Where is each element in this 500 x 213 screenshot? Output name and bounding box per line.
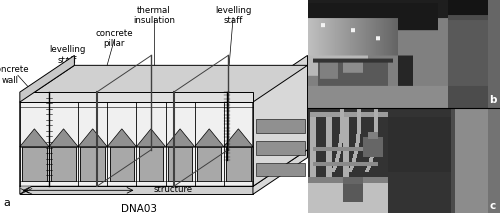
Text: concrete
wall: concrete wall	[0, 65, 28, 85]
Text: c: c	[490, 201, 496, 211]
Polygon shape	[20, 55, 74, 102]
Bar	[226, 147, 250, 181]
Bar	[256, 163, 304, 176]
Text: 20m: 20m	[150, 141, 170, 150]
Text: b: b	[488, 95, 496, 105]
Polygon shape	[224, 129, 253, 147]
Text: wooden
structure: wooden structure	[154, 174, 193, 194]
Text: 10m: 10m	[68, 169, 88, 178]
Bar	[22, 147, 46, 181]
Polygon shape	[20, 129, 49, 147]
Polygon shape	[78, 129, 108, 147]
Polygon shape	[49, 129, 78, 147]
Text: concrete
pillar: concrete pillar	[96, 29, 133, 48]
Polygon shape	[20, 186, 253, 194]
Polygon shape	[20, 150, 308, 186]
Text: windows: windows	[31, 95, 68, 104]
Text: thermal
insulation: thermal insulation	[133, 6, 175, 25]
Polygon shape	[253, 55, 308, 186]
Text: concrete
floor: concrete floor	[244, 158, 282, 177]
Text: DNA03: DNA03	[121, 204, 157, 213]
Polygon shape	[166, 129, 194, 147]
Polygon shape	[20, 150, 74, 194]
Text: levelling
staff: levelling staff	[215, 6, 252, 25]
Bar	[110, 147, 134, 181]
Bar	[256, 141, 304, 155]
Polygon shape	[194, 129, 224, 147]
Bar	[52, 147, 76, 181]
Bar	[197, 147, 222, 181]
Polygon shape	[253, 150, 308, 194]
Polygon shape	[108, 129, 136, 147]
Text: a: a	[3, 198, 10, 208]
Bar	[168, 147, 192, 181]
Polygon shape	[20, 102, 253, 186]
Bar	[256, 119, 304, 133]
Polygon shape	[20, 65, 308, 102]
Polygon shape	[20, 65, 74, 186]
Bar	[138, 147, 163, 181]
Polygon shape	[20, 92, 253, 102]
Bar	[80, 147, 105, 181]
Text: levelling
staff: levelling staff	[50, 46, 86, 65]
Polygon shape	[136, 129, 166, 147]
